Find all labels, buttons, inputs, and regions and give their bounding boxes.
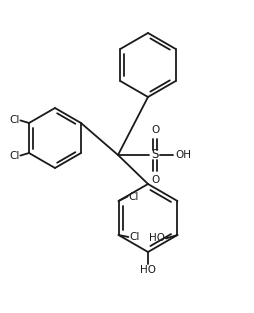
Text: HO: HO	[140, 265, 156, 275]
Text: OH: OH	[175, 150, 191, 160]
Text: Cl: Cl	[9, 151, 19, 161]
Text: O: O	[151, 175, 159, 185]
Text: O: O	[151, 125, 159, 135]
Text: Cl: Cl	[9, 115, 19, 126]
Text: Cl: Cl	[129, 192, 139, 202]
Text: Cl: Cl	[129, 232, 140, 242]
Text: S: S	[151, 148, 159, 162]
Text: HO: HO	[149, 233, 165, 244]
